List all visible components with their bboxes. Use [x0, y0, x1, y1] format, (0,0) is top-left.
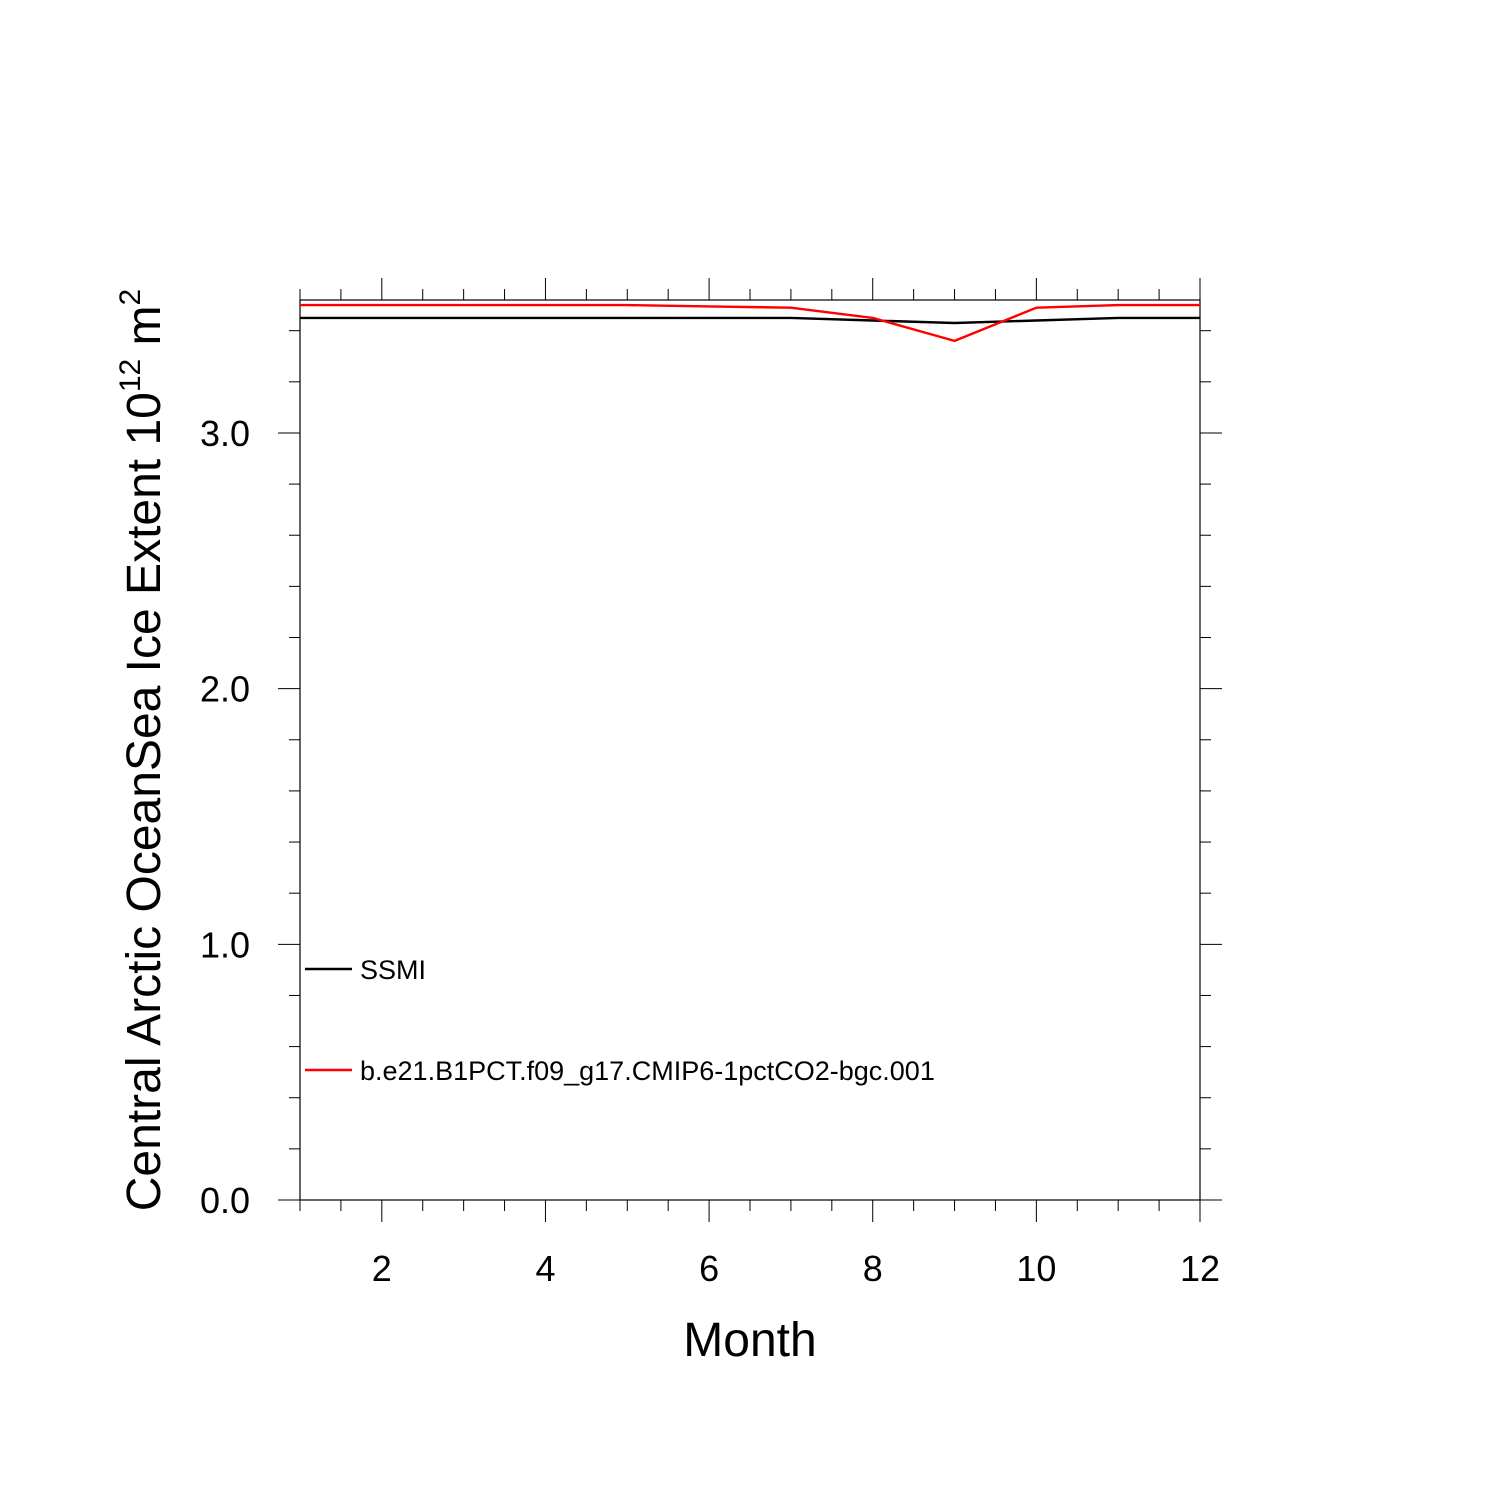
y-axis-title-exponent-1: 12	[114, 359, 147, 392]
x-tick-label: 4	[535, 1248, 555, 1289]
x-axis-title: Month	[683, 1314, 816, 1367]
series-lines	[300, 305, 1200, 341]
y-tick-label: 0.0	[200, 1180, 250, 1221]
y-tick-label: 1.0	[200, 924, 250, 965]
tick-labels: 2 4 6 8 10 12 0.0 1.0 2.0 3.0	[200, 413, 1220, 1289]
legend: SSMI b.e21.B1PCT.f09_g17.CMIP6-1pctCO2-bg…	[305, 955, 935, 1086]
x-tick-label: 6	[699, 1248, 719, 1289]
legend-label: SSMI	[360, 955, 426, 985]
y-axis-title: Central Arctic OceanSea Ice Extent 1012 …	[114, 289, 171, 1211]
series-line-ssmi	[300, 318, 1200, 323]
x-tick-label: 12	[1180, 1248, 1220, 1289]
y-axis-title-unit: m	[118, 305, 171, 358]
legend-label: b.e21.B1PCT.f09_g17.CMIP6-1pctCO2-bgc.00…	[360, 1056, 935, 1086]
y-axis-title-base: Central Arctic OceanSea Ice Extent 10	[118, 392, 171, 1211]
series-line-model	[300, 305, 1200, 341]
x-tick-label: 10	[1016, 1248, 1056, 1289]
x-tick-label: 2	[372, 1248, 392, 1289]
y-axis-title-exponent-2: 2	[114, 289, 147, 306]
y-tick-label: 3.0	[200, 413, 250, 454]
y-tick-label: 2.0	[200, 669, 250, 710]
x-tick-label: 8	[863, 1248, 883, 1289]
